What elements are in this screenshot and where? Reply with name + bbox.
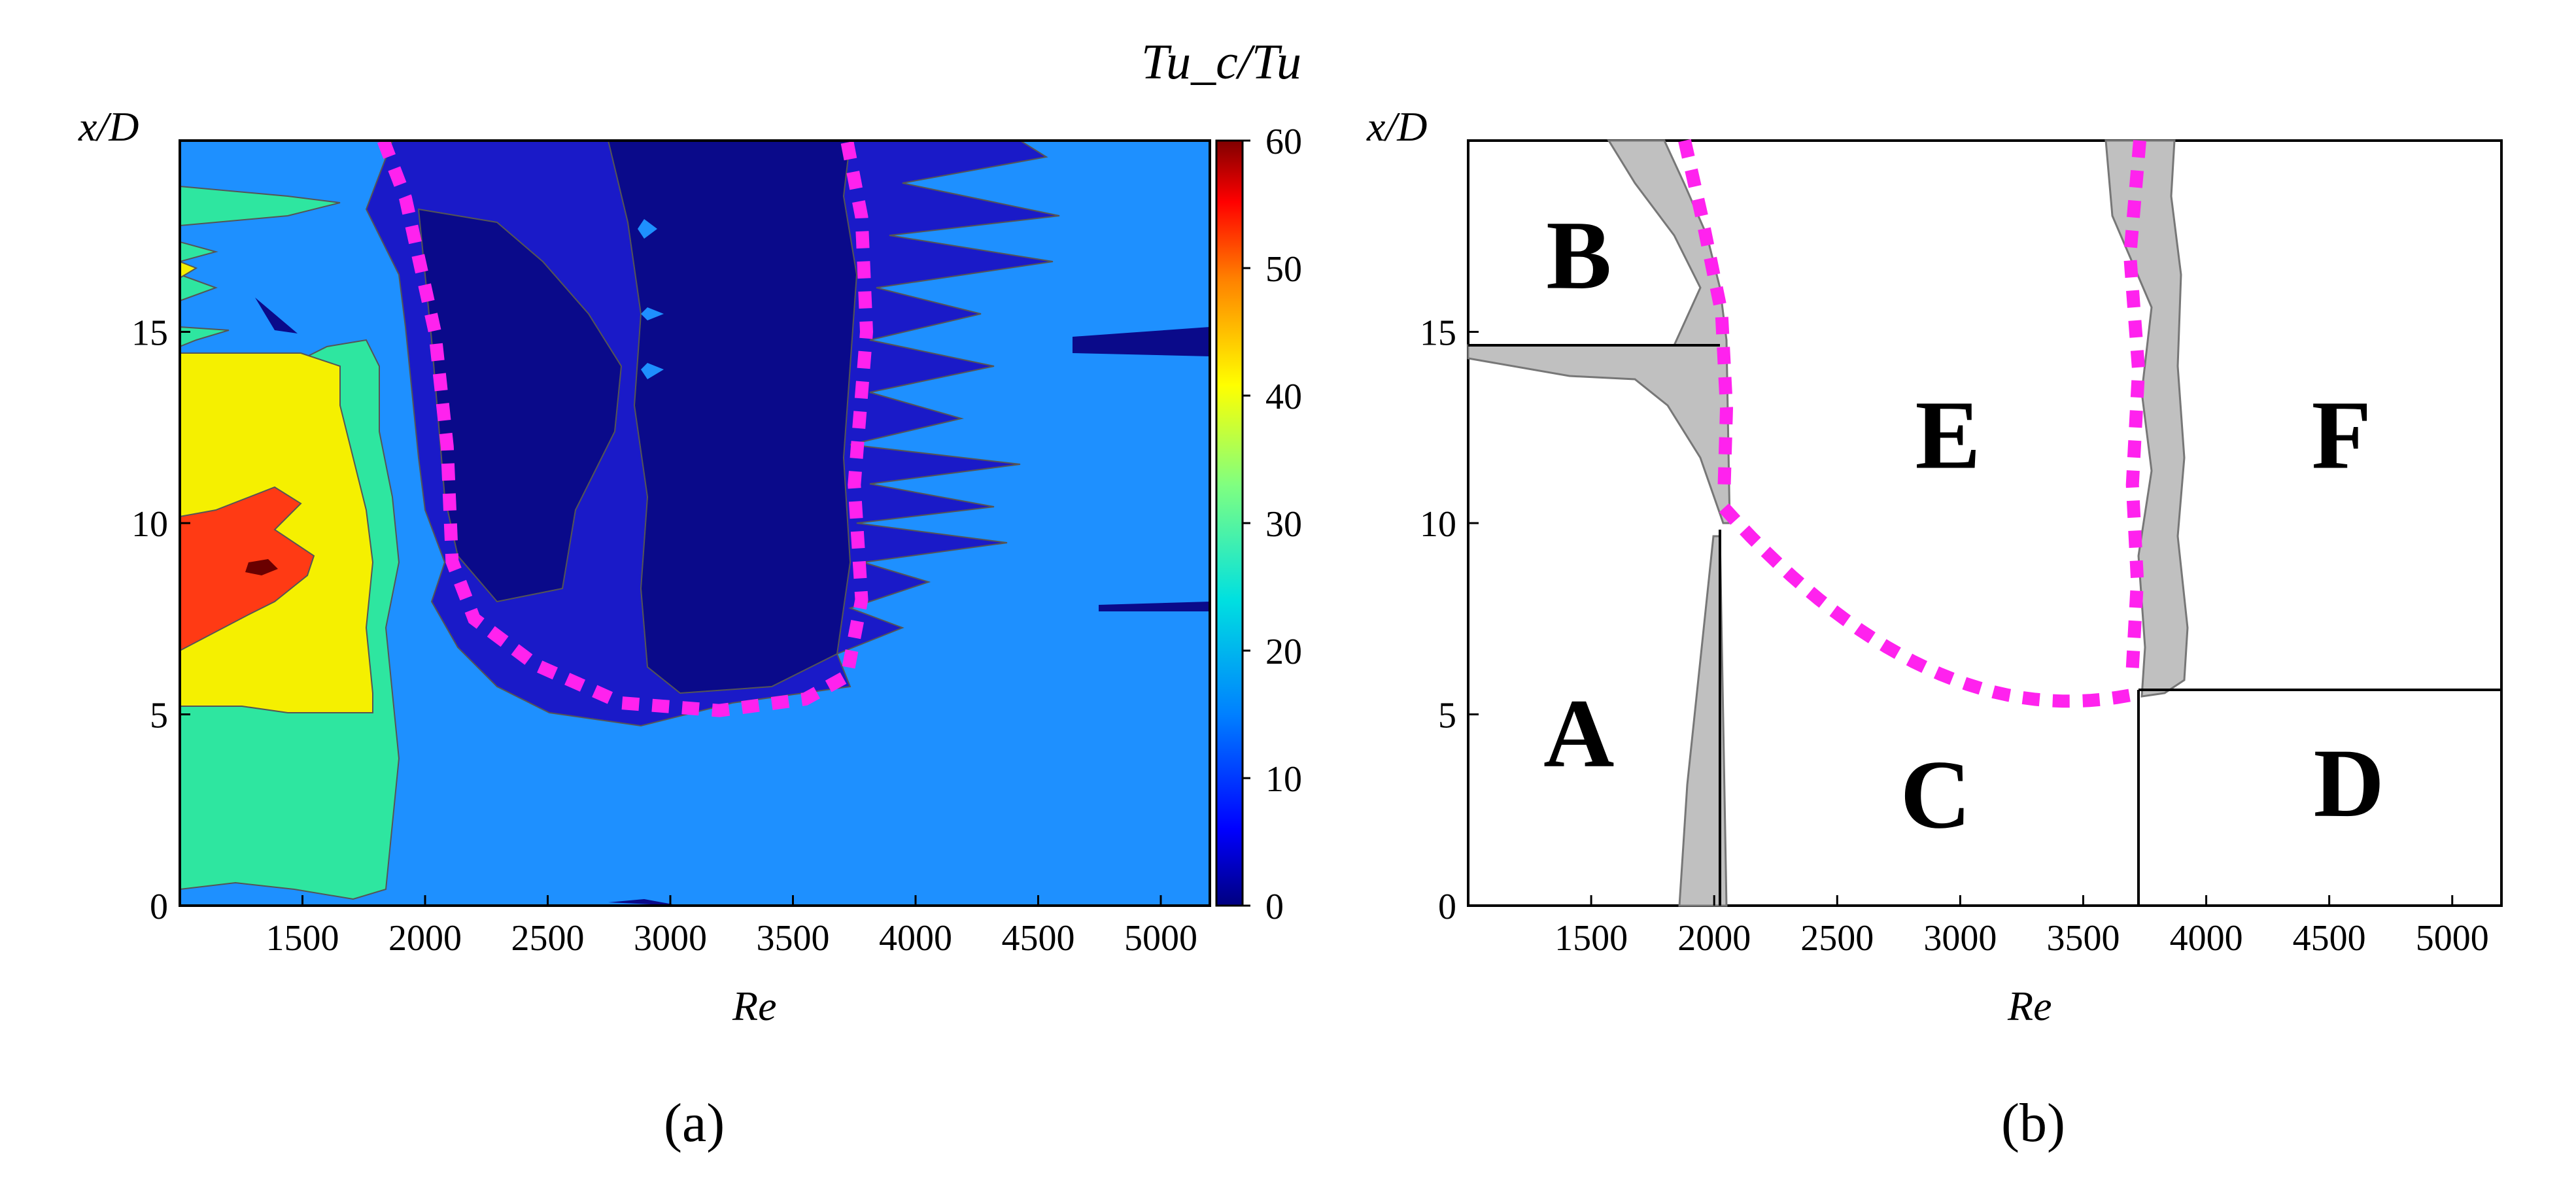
region-label-b: B bbox=[1546, 201, 1611, 310]
region-label-c: C bbox=[1900, 740, 1971, 849]
colorbar-ticks: 0 10 20 30 40 50 60 bbox=[1243, 122, 1302, 927]
heatmap-field bbox=[180, 141, 1210, 906]
y-axis-label: x/D bbox=[1366, 103, 1427, 150]
panel-b: B E F A C D 1500 2000 2500 3000 3500 4000 4500 5000 0… bbox=[1366, 103, 2503, 1153]
x-tick-label: 2500 bbox=[1800, 918, 1874, 959]
colorbar-tick-label: 40 bbox=[1265, 377, 1302, 417]
colorbar-tick-label: 30 bbox=[1265, 504, 1302, 545]
x-tick-label: 5000 bbox=[1124, 918, 1197, 959]
heatmap-band-lowest bbox=[255, 298, 298, 333]
heatmap-band-lowest bbox=[1099, 602, 1210, 611]
colorbar-label: Tu_c/Tu bbox=[1141, 35, 1301, 90]
heatmap-band-green bbox=[180, 185, 341, 227]
x-tick-label: 1500 bbox=[1554, 918, 1628, 959]
colorbar-tick-label: 20 bbox=[1265, 632, 1302, 672]
region-label-a: A bbox=[1543, 679, 1614, 788]
y-tick-label: 0 bbox=[1438, 887, 1456, 927]
y-tick-label: 10 bbox=[1420, 504, 1456, 545]
heatmap-band-lowest bbox=[641, 307, 664, 320]
heatmap-band-green bbox=[180, 241, 218, 263]
x-tick-label: 3000 bbox=[634, 918, 707, 959]
plot-frame bbox=[1467, 139, 2503, 907]
colorbar-tick-label: 60 bbox=[1265, 122, 1302, 162]
panel-label-a: (a) bbox=[664, 1093, 725, 1153]
x-tick-label: 4500 bbox=[2293, 918, 2366, 959]
colorbar bbox=[1215, 139, 1244, 907]
x-tick-label: 2000 bbox=[1677, 918, 1751, 959]
heatmap-band-lowest bbox=[638, 219, 657, 239]
y-tick-label: 0 bbox=[150, 887, 168, 927]
transition-band bbox=[2104, 139, 2189, 698]
heatmap-band-lowest bbox=[417, 208, 623, 603]
panel-a: 1500 2000 2500 3000 3500 4000 4500 5000 0 5 10 15 x… bbox=[78, 35, 1302, 1153]
x-axis-label: Re bbox=[732, 983, 777, 1029]
x-tick-label: 3500 bbox=[2046, 918, 2120, 959]
x-tick-label: 1500 bbox=[266, 918, 339, 959]
x-axis-label: Re bbox=[2007, 983, 2052, 1029]
x-tick-label: 4000 bbox=[879, 918, 952, 959]
y-tick-label: 15 bbox=[131, 313, 168, 354]
x-tick-label: 4000 bbox=[2170, 918, 2243, 959]
heatmap-band-lowest bbox=[1073, 327, 1210, 356]
heatmap-band-lowest bbox=[607, 141, 858, 694]
dashed-boundary bbox=[377, 141, 874, 717]
heatmap-peak bbox=[245, 559, 278, 575]
heatmap-band-lowest bbox=[641, 363, 664, 379]
region-label-d: D bbox=[2314, 729, 2384, 838]
panel-label-b: (b) bbox=[2001, 1093, 2065, 1153]
x-tick-label: 2500 bbox=[511, 918, 585, 959]
y-axis-label: x/D bbox=[78, 103, 139, 150]
region-label-e: E bbox=[1915, 381, 1981, 489]
y-tick-label: 5 bbox=[150, 696, 168, 736]
y-tick-label: 10 bbox=[131, 504, 168, 545]
y-tick-label: 5 bbox=[1438, 696, 1456, 736]
heatmap-band-lowest bbox=[608, 899, 680, 906]
dashed-boundary bbox=[2123, 140, 2146, 669]
axis-ticks: 1500 2000 2500 3000 3500 4000 4500 5000 0 5 10 15 bbox=[131, 313, 1197, 959]
axis-ticks: 1500 2000 2500 3000 3500 4000 4500 5000 0 5 10 15 bbox=[1420, 313, 2489, 959]
colorbar-tick-label: 10 bbox=[1265, 759, 1302, 800]
colorbar-tick-label: 50 bbox=[1265, 249, 1302, 290]
dashed-boundary bbox=[1719, 503, 2131, 708]
heatmap-band-yellow bbox=[180, 260, 198, 279]
region-label-f: F bbox=[2312, 381, 2372, 489]
x-tick-label: 5000 bbox=[2416, 918, 2489, 959]
colorbar-tick-label: 0 bbox=[1265, 887, 1284, 927]
x-tick-label: 2000 bbox=[388, 918, 462, 959]
x-tick-label: 3500 bbox=[757, 918, 830, 959]
y-tick-label: 15 bbox=[1420, 313, 1456, 354]
x-tick-label: 3000 bbox=[1923, 918, 1997, 959]
x-tick-label: 4500 bbox=[1002, 918, 1075, 959]
region-labels: B E F A C D bbox=[1543, 201, 2384, 849]
